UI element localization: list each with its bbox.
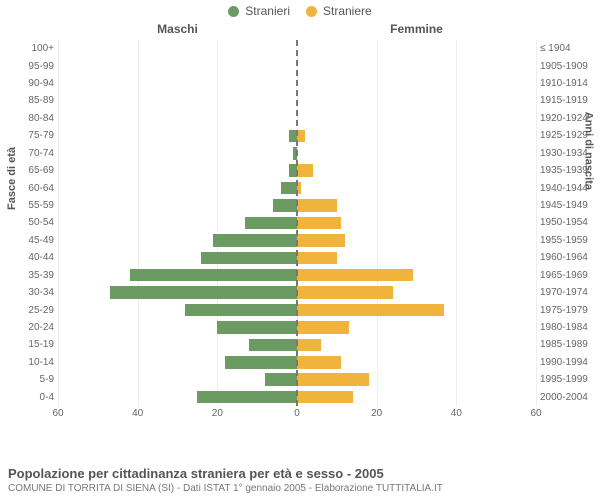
year-label: 1970-1974 (540, 284, 600, 301)
plot-area: 100+95-9990-9485-8980-8475-7970-7465-696… (58, 40, 536, 406)
age-label: 25-29 (0, 301, 54, 318)
bar-female (297, 339, 321, 352)
bar-male (225, 356, 297, 369)
x-tick: 20 (371, 408, 382, 419)
year-label: 1990-1994 (540, 354, 600, 371)
bar-female (297, 199, 337, 212)
legend-swatch-female (306, 6, 317, 17)
bar-male (249, 339, 297, 352)
bar-male (185, 304, 297, 317)
year-label: 1975-1979 (540, 301, 600, 318)
bar-female (297, 391, 353, 404)
age-label: 70-74 (0, 145, 54, 162)
year-label: 1910-1914 (540, 75, 600, 92)
bar-female (297, 164, 313, 177)
year-label: 1920-1924 (540, 110, 600, 127)
bar-male (265, 373, 297, 386)
legend: Stranieri Straniere (0, 0, 600, 18)
bar-female (297, 217, 341, 230)
bar-male (130, 269, 297, 282)
age-label: 5-9 (0, 371, 54, 388)
chart-subtitle: COMUNE DI TORRITA DI SIENA (SI) - Dati I… (8, 483, 592, 494)
year-label: 1960-1964 (540, 249, 600, 266)
bar-female (297, 234, 345, 247)
age-label: 90-94 (0, 75, 54, 92)
age-labels: 100+95-9990-9485-8980-8475-7970-7465-696… (0, 40, 54, 406)
age-label: 100+ (0, 40, 54, 57)
legend-male: Stranieri (228, 4, 290, 18)
x-tick: 40 (132, 408, 143, 419)
legend-female: Straniere (306, 4, 372, 18)
age-label: 50-54 (0, 214, 54, 231)
year-label: 1985-1989 (540, 336, 600, 353)
bar-female (297, 304, 444, 317)
bar-male (197, 391, 297, 404)
bar-female (297, 373, 369, 386)
year-label: 1965-1969 (540, 266, 600, 283)
center-line (296, 40, 298, 406)
age-label: 40-44 (0, 249, 54, 266)
column-header-male: Maschi (58, 22, 297, 36)
chart-area: Maschi Femmine 100+95-9990-9485-8980-847… (58, 22, 536, 426)
age-label: 20-24 (0, 319, 54, 336)
year-label: 1930-1934 (540, 145, 600, 162)
age-label: 0-4 (0, 388, 54, 405)
legend-label-male: Stranieri (245, 4, 290, 18)
year-label: 1935-1939 (540, 162, 600, 179)
chart-title: Popolazione per cittadinanza straniera p… (8, 466, 592, 481)
year-labels: ≤ 19041905-19091910-19141915-19191920-19… (540, 40, 600, 406)
bar-male (217, 321, 297, 334)
bar-male (245, 217, 297, 230)
x-tick: 60 (530, 408, 541, 419)
bar-female (297, 269, 413, 282)
year-label: 1980-1984 (540, 319, 600, 336)
bar-female (297, 356, 341, 369)
year-label: 1915-1919 (540, 92, 600, 109)
bar-female (297, 130, 305, 143)
captions: Popolazione per cittadinanza straniera p… (8, 466, 592, 494)
year-label: 1945-1949 (540, 197, 600, 214)
x-tick: 40 (451, 408, 462, 419)
legend-label-female: Straniere (323, 4, 372, 18)
x-axis: 6040200204060 (58, 406, 536, 422)
year-label: 1950-1954 (540, 214, 600, 231)
age-label: 80-84 (0, 110, 54, 127)
bar-male (281, 182, 297, 195)
year-label: ≤ 1904 (540, 40, 600, 57)
age-label: 95-99 (0, 57, 54, 74)
age-label: 55-59 (0, 197, 54, 214)
year-label: 1995-1999 (540, 371, 600, 388)
year-label: 1940-1944 (540, 179, 600, 196)
age-label: 45-49 (0, 232, 54, 249)
year-label: 2000-2004 (540, 388, 600, 405)
bar-male (110, 286, 297, 299)
column-header-female: Femmine (297, 22, 536, 36)
year-label: 1925-1929 (540, 127, 600, 144)
x-tick: 60 (52, 408, 63, 419)
bar-female (297, 252, 337, 265)
age-label: 30-34 (0, 284, 54, 301)
x-tick: 0 (294, 408, 300, 419)
bar-female (297, 286, 393, 299)
bar-male (201, 252, 297, 265)
age-label: 35-39 (0, 266, 54, 283)
age-label: 85-89 (0, 92, 54, 109)
x-tick: 20 (212, 408, 223, 419)
year-label: 1905-1909 (540, 57, 600, 74)
year-label: 1955-1959 (540, 232, 600, 249)
bar-male (273, 199, 297, 212)
age-label: 65-69 (0, 162, 54, 179)
age-label: 15-19 (0, 336, 54, 353)
bar-female (297, 321, 349, 334)
age-label: 60-64 (0, 179, 54, 196)
column-headers: Maschi Femmine (58, 22, 536, 40)
age-label: 10-14 (0, 354, 54, 371)
age-label: 75-79 (0, 127, 54, 144)
legend-swatch-male (228, 6, 239, 17)
grid-line (536, 40, 537, 406)
bar-male (213, 234, 297, 247)
